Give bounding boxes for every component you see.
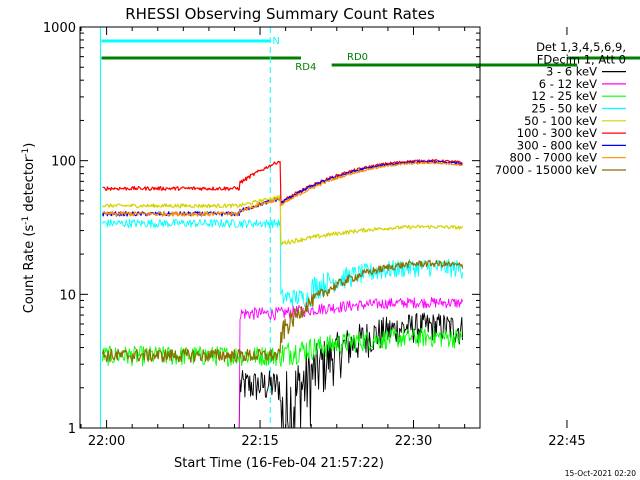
series-line-100-300-kev — [102, 159, 463, 205]
legend-entry-label: 3 - 6 keV — [546, 65, 597, 79]
timestamp: 15-Oct-2021 02:20 — [565, 469, 636, 478]
flag-label-rd4: RD4 — [295, 62, 316, 73]
series-line-7000-15000-kev — [101, 259, 464, 363]
series-line-800-7000-kev — [102, 161, 463, 217]
axes: 22:0022:1522:3022:4523:0023:1523:3011010… — [43, 21, 586, 449]
legend-entry-label: 7000 - 15000 keV — [495, 163, 597, 177]
y-tick-label: 1000 — [43, 21, 76, 36]
x-tick-label: 22:15 — [241, 434, 278, 449]
legend-entry-label: 12 - 25 keV — [531, 89, 597, 103]
x-axis-title: Start Time (16-Feb-04 21:57:22) — [174, 456, 384, 471]
legend-header: FDecim 1, Att 0 — [537, 52, 626, 66]
x-tick-label: 22:00 — [88, 434, 125, 449]
y-axis-title: Count Rate (s-1 detector-1) — [21, 143, 37, 314]
legend-entry-label: 100 - 300 keV — [517, 126, 597, 140]
y-tick-label: 1 — [68, 422, 76, 437]
legend-entry-label: 6 - 12 keV — [539, 77, 597, 91]
series-layer — [101, 159, 464, 429]
x-tick-label: 22:30 — [395, 434, 432, 449]
series-line-50-100-kev — [101, 194, 464, 246]
flag-label-n: N — [272, 36, 279, 47]
legend-entry-label: 800 - 7000 keV — [509, 151, 597, 165]
legend-entry-label: 300 - 800 keV — [517, 138, 597, 152]
observing-flags: NFRD0RD4 — [101, 36, 640, 73]
y-tick-label: 100 — [51, 155, 76, 170]
x-tick-label: 22:45 — [548, 434, 585, 449]
chart-title: RHESSI Observing Summary Count Rates — [125, 5, 435, 23]
flag-label-rd0: RD0 — [347, 52, 368, 63]
legend: Det 1,3,4,5,6,9,FDecim 1, Att 03 - 6 keV… — [495, 40, 626, 177]
y-tick-label: 10 — [59, 288, 76, 303]
legend-entry-label: 50 - 100 keV — [524, 114, 597, 128]
night-markers — [99, 27, 271, 428]
legend-header: Det 1,3,4,5,6,9, — [536, 40, 626, 54]
plot-frame — [79, 26, 481, 429]
legend-entry-label: 25 - 50 keV — [531, 102, 597, 116]
